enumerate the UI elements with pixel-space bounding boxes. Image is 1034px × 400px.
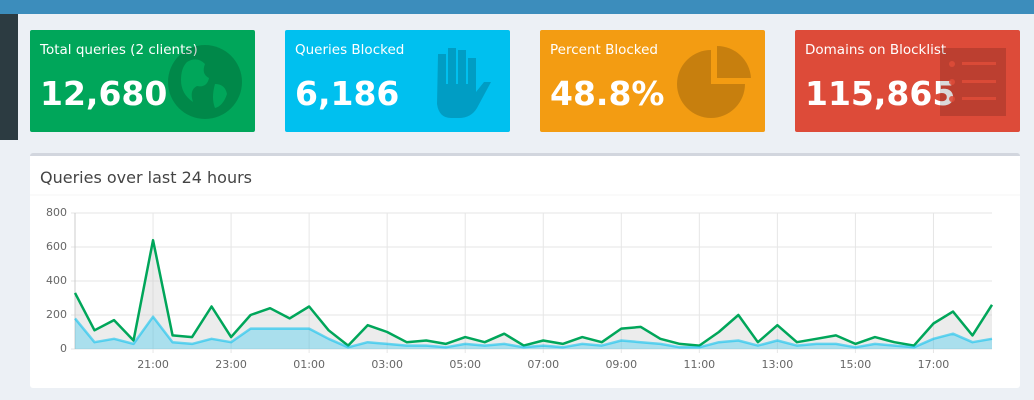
x-tick-label: 15:00	[840, 358, 872, 371]
x-tick-label: 05:00	[449, 358, 481, 371]
series-area	[75, 240, 992, 349]
stat-value: 48.8%	[550, 74, 665, 113]
x-tick-label: 11:00	[683, 358, 715, 371]
series-line	[74, 315, 993, 349]
stat-box[interactable]: Domains on Blocklist 115,865	[795, 30, 1020, 132]
x-tick-label: 17:00	[918, 358, 950, 371]
series-line	[73, 238, 994, 347]
stat-value: 115,865	[805, 74, 956, 113]
x-tick-label: 21:00	[137, 358, 169, 371]
stat-box[interactable]: Queries Blocked 6,186	[285, 30, 510, 132]
x-tick-label: 23:00	[215, 358, 247, 371]
stat-label: Total queries (2 clients)	[40, 42, 198, 58]
sidebar	[0, 14, 18, 140]
y-tick-label: 600	[46, 240, 67, 253]
stat-value: 12,680	[40, 74, 168, 113]
x-tick-label: 07:00	[527, 358, 559, 371]
hand-icon	[437, 48, 491, 118]
globe-icon	[168, 45, 242, 119]
top-bar	[0, 0, 1034, 14]
stat-box[interactable]: Percent Blocked 48.8%	[540, 30, 765, 132]
chart: 0 200 400 600 800 21:00 23:00 01:00 03:00 05:00 07…	[30, 194, 1020, 371]
x-tick-label: 01:00	[293, 358, 325, 371]
stat-label: Queries Blocked	[295, 42, 405, 58]
x-tick-label: 13:00	[762, 358, 794, 371]
chart-title: Queries over last 24 hours	[40, 168, 253, 187]
x-tick-label: 03:00	[371, 358, 403, 371]
list-icon	[940, 48, 1006, 116]
y-tick-label: 200	[46, 308, 67, 321]
y-tick-label: 0	[60, 342, 67, 355]
y-tick-label: 800	[46, 206, 67, 219]
y-tick-label: 400	[46, 274, 67, 287]
stat-box[interactable]: Total queries (2 clients) 12,680	[30, 30, 255, 132]
stat-label: Domains on Blocklist	[805, 42, 947, 58]
chart-panel: Queries over last 24 hours 0 200 400 600 800…	[30, 153, 1020, 388]
pie-icon	[677, 45, 751, 118]
series-area	[75, 316, 992, 349]
stat-value: 6,186	[295, 74, 400, 113]
stat-label: Percent Blocked	[550, 42, 658, 58]
x-tick-label: 09:00	[605, 358, 637, 371]
